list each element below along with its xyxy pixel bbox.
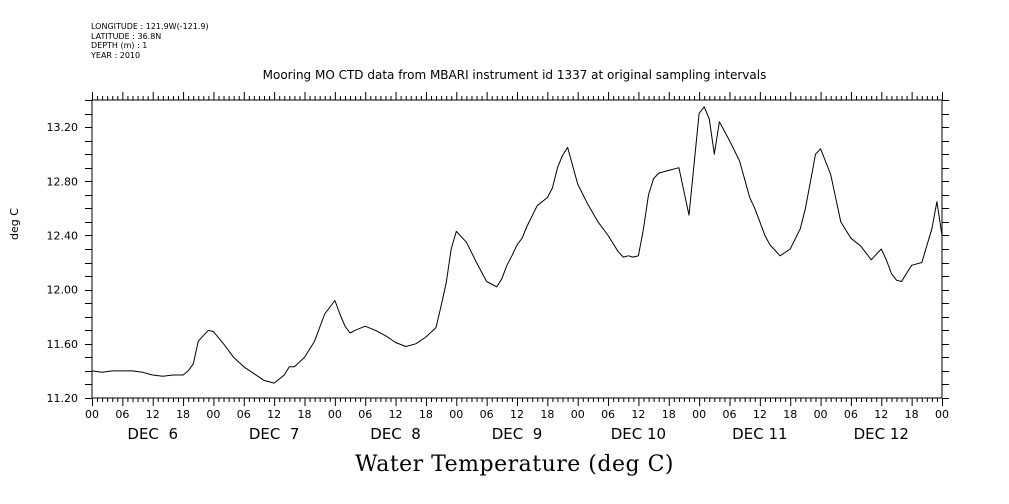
x-hour-tick-label: 12	[146, 408, 160, 421]
x-hour-tick-label: 18	[176, 408, 190, 421]
x-hour-tick-label: 18	[783, 408, 797, 421]
x-hour-tick-label: 06	[480, 408, 494, 421]
x-hour-tick-label: 12	[389, 408, 403, 421]
temperature-series-line	[91, 106, 943, 384]
x-hour-tick-label: 00	[206, 408, 220, 421]
x-day-label: DEC 8	[370, 425, 421, 443]
y-tick-label: 11.20	[47, 392, 79, 405]
metadata-block: LONGITUDE : 121.9W(-121.9) LATITUDE : 36…	[91, 22, 209, 60]
y-tick-label: 12.40	[47, 229, 79, 242]
x-hour-tick-label: 00	[85, 408, 99, 421]
year-text: YEAR : 2010	[91, 50, 141, 60]
x-day-label: DEC 7	[249, 425, 300, 443]
x-hour-tick-label: 00	[692, 408, 706, 421]
x-hour-tick-label: 06	[601, 408, 615, 421]
x-hour-tick-label: 06	[115, 408, 129, 421]
y-tick-label: 11.60	[47, 338, 79, 351]
x-hour-tick-label: 12	[267, 408, 281, 421]
x-hour-tick-label: 06	[844, 408, 858, 421]
x-day-label: DEC 6	[127, 425, 178, 443]
x-hour-tick-label: 00	[814, 408, 828, 421]
y-axis-ticks	[85, 100, 949, 399]
x-day-label: DEC 11	[732, 425, 787, 443]
x-hour-tick-label: 18	[662, 408, 676, 421]
plot-frame	[91, 99, 943, 399]
x-hour-tick-label: 18	[540, 408, 554, 421]
x-hour-tick-label: 06	[723, 408, 737, 421]
x-hour-tick-label: 18	[298, 408, 312, 421]
latitude-text: LATITUDE : 36.8N	[91, 31, 162, 41]
x-hour-tick-label: 18	[905, 408, 919, 421]
x-day-label: DEC 12	[854, 425, 909, 443]
x-hour-tick-label: 06	[358, 408, 372, 421]
x-hour-tick-label: 00	[449, 408, 463, 421]
x-hour-tick-label: 12	[510, 408, 524, 421]
x-day-label: DEC 9	[492, 425, 543, 443]
y-axis-label: deg C	[8, 208, 21, 240]
depth-text: DEPTH (m) : 1	[91, 41, 148, 50]
x-day-label: DEC 10	[611, 425, 666, 443]
x-hour-tick-label: 12	[753, 408, 767, 421]
x-hour-tick-label: 00	[328, 408, 342, 421]
longitude-text: LONGITUDE : 121.9W(-121.9)	[91, 22, 209, 31]
x-hour-tick-label: 12	[874, 408, 888, 421]
x-axis-label: Water Temperature (deg C)	[355, 452, 674, 477]
x-hour-tick-label: 12	[631, 408, 645, 421]
chart-title: Mooring MO CTD data from MBARI instrumen…	[262, 68, 767, 82]
x-hour-tick-label: 00	[935, 408, 949, 421]
y-tick-label: 12.80	[47, 175, 79, 188]
x-hour-tick-label: 06	[237, 408, 251, 421]
x-axis-ticks	[92, 92, 943, 406]
x-hour-tick-label: 18	[419, 408, 433, 421]
y-tick-label: 13.20	[47, 121, 79, 134]
x-hour-tick-label: 00	[571, 408, 585, 421]
y-tick-label: 12.00	[47, 284, 79, 297]
